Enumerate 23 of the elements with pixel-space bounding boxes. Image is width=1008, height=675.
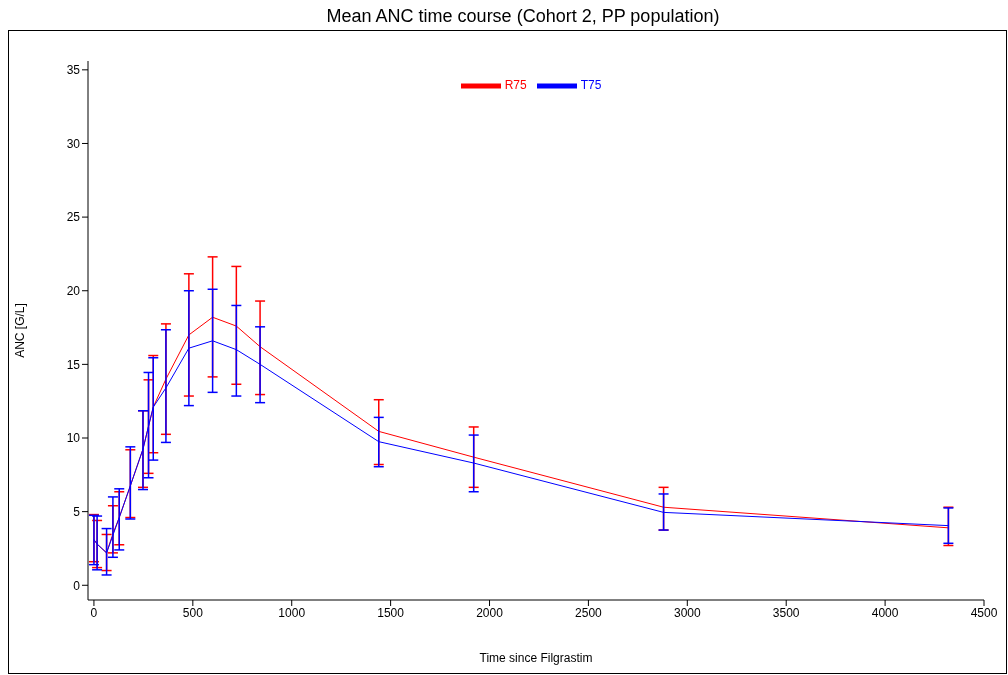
x-tick-label: 4000	[871, 605, 899, 620]
x-tick-label: 500	[182, 605, 204, 620]
x-tick-label: 2000	[476, 605, 504, 620]
y-axis-title: ANC [G/L]	[13, 303, 28, 358]
x-tick-label: 1500	[377, 605, 405, 620]
y-tick-label: 5	[73, 504, 81, 519]
x-tick-label: 4500	[970, 605, 998, 620]
x-tick-label: 2500	[575, 605, 603, 620]
chart-title: Mean ANC time course (Cohort 2, PP population)	[325, 6, 721, 27]
y-tick-label: 25	[66, 210, 81, 225]
legend-label: T75	[580, 78, 602, 93]
x-tick-label: 1000	[278, 605, 306, 620]
x-tick-label: 0	[90, 605, 98, 620]
y-tick-label: 0	[73, 578, 81, 593]
y-tick-label: 35	[66, 63, 81, 78]
x-tick-label: 3500	[772, 605, 800, 620]
x-axis-title: Time since Filgrastim	[479, 651, 593, 665]
legend-label: R75	[504, 78, 527, 93]
y-tick-label: 30	[66, 136, 81, 151]
x-tick-label: 3000	[673, 605, 701, 620]
y-tick-label: 10	[66, 431, 81, 446]
y-tick-label: 15	[66, 357, 81, 372]
y-tick-label: 20	[66, 284, 81, 298]
